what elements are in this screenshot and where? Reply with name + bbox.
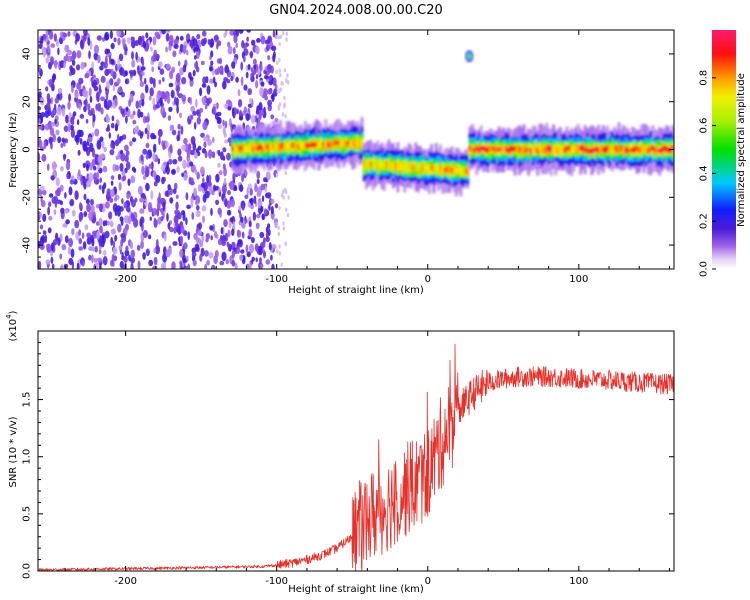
snr-x-label: Height of straight line (km) (288, 584, 424, 595)
colorbar-label: Normalized spectral amplitude (736, 73, 747, 227)
colorbar-tick-label: 0.4 (699, 165, 710, 181)
spectrogram-band-segment-3 (468, 122, 674, 177)
x-tick-label: -100 (265, 274, 288, 285)
x-tick-label: -100 (265, 576, 288, 587)
snr-y-label: SNR (10 * v/v) (8, 416, 19, 487)
spectrogram-band-segment-1 (231, 117, 364, 176)
y-tick-label: -40 (22, 237, 33, 253)
colorbar-ticks: 0.0 0.2 0.4 0.6 0.8 (699, 70, 716, 277)
y-tick-label: 20 (22, 95, 33, 108)
x-tick-label: 100 (569, 274, 588, 285)
y-tick-label: 0.0 (22, 563, 33, 579)
spectrogram-x-ticks: -200 -100 0 100 (64, 30, 670, 285)
colorbar-tick-label: 0.8 (699, 70, 710, 86)
spectrogram-noise-region (38, 30, 290, 269)
x-tick-label: 0 (425, 274, 431, 285)
colorbar-gradient (712, 30, 736, 269)
snr-frame (37, 330, 675, 572)
y-tick-label: 40 (22, 48, 33, 61)
spectrogram-spot (465, 50, 474, 63)
spectrogram-y-ticks: -40 -20 0 20 40 (22, 29, 674, 270)
snr-x-ticks: -200 -100 0 100 (64, 331, 670, 587)
y-tick-label: 1.0 (22, 449, 33, 465)
y-tick-label: 0 (22, 146, 33, 152)
colorbar: 0.0 0.2 0.4 0.6 0.8 Normalized spectral ampl… (699, 30, 747, 277)
x-tick-label: -200 (114, 576, 137, 587)
snr-y-ticks: 0.0 0.5 1.0 1.5 (22, 330, 674, 579)
spectrogram-y-label: Frequency (Hz) (8, 112, 19, 188)
snr-y-multiplier: (x104) (5, 310, 19, 341)
figure-title: GN04.2024.008.00.00.C20 (269, 3, 443, 18)
svg-text:(x104): (x104) (5, 310, 19, 341)
spectrogram-band-segment-2 (362, 139, 470, 197)
x-tick-label: 0 (425, 576, 431, 587)
colorbar-tick-label: 0.6 (699, 118, 710, 134)
colorbar-tick-label: 0.0 (699, 261, 710, 277)
y-tick-label: -20 (22, 189, 33, 205)
snr-series-line (38, 343, 674, 571)
spectrogram-image (38, 30, 674, 269)
y-tick-label: 0.5 (22, 506, 33, 522)
x-tick-label: 100 (569, 576, 588, 587)
y-tick-label: 1.5 (22, 392, 33, 408)
x-tick-label: -200 (114, 274, 137, 285)
colorbar-tick-label: 0.2 (699, 213, 710, 229)
spectrogram-x-label: Height of straight line (km) (288, 285, 424, 296)
snr-panel: -200 -100 0 100 0.0 0.5 1.0 1.5 Height of stra… (5, 310, 675, 595)
